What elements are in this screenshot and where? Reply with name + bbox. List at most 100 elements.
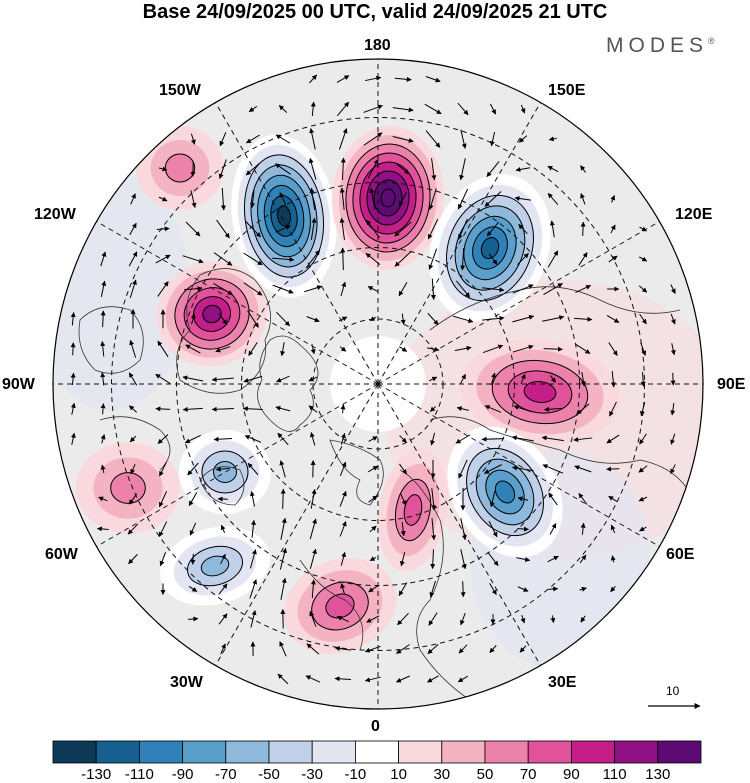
colorbar-swatch-11 <box>527 740 572 764</box>
wind-vector-267 <box>460 518 467 541</box>
colorbar-swatch-10 <box>484 740 529 764</box>
wind-vector-169 <box>490 372 496 386</box>
wind-vector-75 <box>580 221 586 236</box>
wind-vector-65 <box>275 225 291 233</box>
brand-name: MODES <box>606 34 709 57</box>
wind-vector-219 <box>187 462 199 476</box>
anomaly-low-150w <box>231 134 337 298</box>
wind-vector-214 <box>639 433 647 445</box>
coastline-0 <box>257 335 319 432</box>
wind-vector-328 <box>427 643 439 655</box>
wind-vector-93 <box>547 250 559 268</box>
wind-vector-38 <box>459 158 466 181</box>
wind-vector-243 <box>310 488 317 509</box>
wind-vector-12 <box>457 102 469 116</box>
colorbar-label-3: -70 <box>214 766 237 783</box>
wind-vector-270 <box>549 523 557 535</box>
wind-vector-181 <box>211 406 234 412</box>
wind-vector-11 <box>424 103 442 115</box>
wind-vector-115 <box>638 285 648 293</box>
wind-vector-116 <box>670 284 676 294</box>
wind-vector-320 <box>580 615 586 623</box>
wind-vector-302 <box>489 583 497 596</box>
wind-vector-298 <box>368 585 378 593</box>
wind-vector-313 <box>366 615 380 623</box>
wind-vector-282 <box>369 556 377 562</box>
wind-vector-139 <box>100 340 106 357</box>
lon-label-60e: 60E <box>666 546 695 563</box>
colorbar-label-5: -30 <box>301 766 324 783</box>
wind-vector-307 <box>188 616 199 622</box>
wind-vector-20 <box>338 128 348 150</box>
wind-vector-32 <box>274 163 291 175</box>
wind-vector-24 <box>460 129 467 149</box>
wind-vector-150 <box>454 345 472 352</box>
wind-vector-285 <box>460 549 467 570</box>
wind-vector-130 <box>452 315 474 323</box>
colorbar-label-13: 130 <box>645 766 671 783</box>
wind-vector-145 <box>280 342 286 357</box>
wind-vector-335 <box>364 676 381 683</box>
wind-vector-68 <box>365 219 381 239</box>
wind-vector-159 <box>100 372 106 386</box>
wind-vector-199 <box>184 434 201 444</box>
wind-vector-296 <box>310 579 316 599</box>
wind-vector-138 <box>70 342 76 356</box>
wind-vector-278 <box>249 549 257 569</box>
map-title: Base 24/09/2025 00 UTC, valid 24/09/2025… <box>142 1 608 23</box>
wind-vector-332 <box>277 673 289 685</box>
brand-logo: MODES® <box>606 34 715 58</box>
wind-vector-186 <box>429 406 437 412</box>
wind-vector-259 <box>220 524 226 534</box>
wind-vector-266 <box>431 518 437 541</box>
wind-vector-105 <box>340 281 347 297</box>
wind-vector-229 <box>483 464 502 474</box>
colorbar-swatch-12 <box>571 740 616 764</box>
wind-vector-318 <box>520 614 526 624</box>
wind-vector-261 <box>280 517 287 540</box>
wind-vector-109 <box>455 280 471 298</box>
wind-vector-118 <box>100 310 106 328</box>
wind-vector-303 <box>517 586 529 592</box>
wind-vector-238 <box>158 490 168 508</box>
wind-vector-143 <box>215 346 231 353</box>
wind-vector-226 <box>399 463 407 475</box>
wind-vector-192 <box>609 401 617 417</box>
colorbar-swatch-4 <box>225 740 270 764</box>
wind-vector-61 <box>156 226 170 232</box>
wind-vector-72 <box>486 221 500 237</box>
wind-vector-231 <box>542 464 564 474</box>
wind-vector-103 <box>272 284 294 294</box>
wind-vector-83 <box>243 252 263 266</box>
wind-vector-264 <box>369 525 377 533</box>
wind-vector-235 <box>670 464 676 475</box>
wind-vector-100 <box>184 286 203 292</box>
wind-vector-74 <box>549 220 555 238</box>
wind-vector-287 <box>516 557 531 562</box>
wind-vector-5 <box>248 105 258 113</box>
wind-vector-232 <box>574 465 592 473</box>
wind-vector-160 <box>128 372 138 386</box>
wind-scale-label: 10 <box>666 684 680 698</box>
wind-vector-133 <box>542 315 565 322</box>
colorbar-swatch-14 <box>657 740 702 764</box>
wind-vector-81 <box>182 255 204 264</box>
anomaly-high-140w <box>136 126 224 210</box>
wind-vector-202 <box>277 432 289 446</box>
wind-vector-141 <box>157 340 169 358</box>
wind-vector-280 <box>309 548 317 570</box>
wind-vector-293 <box>218 583 228 595</box>
colorbar-swatch-9 <box>441 740 486 764</box>
wind-vector-200 <box>213 436 232 442</box>
colorbar-label-8: 30 <box>433 766 451 783</box>
wind-vector-260 <box>250 519 256 538</box>
wind-vector-152 <box>512 344 534 353</box>
wind-vector-323 <box>279 641 287 657</box>
wind-vector-191 <box>576 403 590 415</box>
lon-label-90e: 90E <box>717 376 746 393</box>
wind-vector-19 <box>309 127 316 150</box>
wind-vector-153 <box>543 346 563 352</box>
colorbar-swatch-8 <box>398 740 443 764</box>
wind-vector-51 <box>369 187 376 210</box>
wind-vector-265 <box>400 522 406 537</box>
